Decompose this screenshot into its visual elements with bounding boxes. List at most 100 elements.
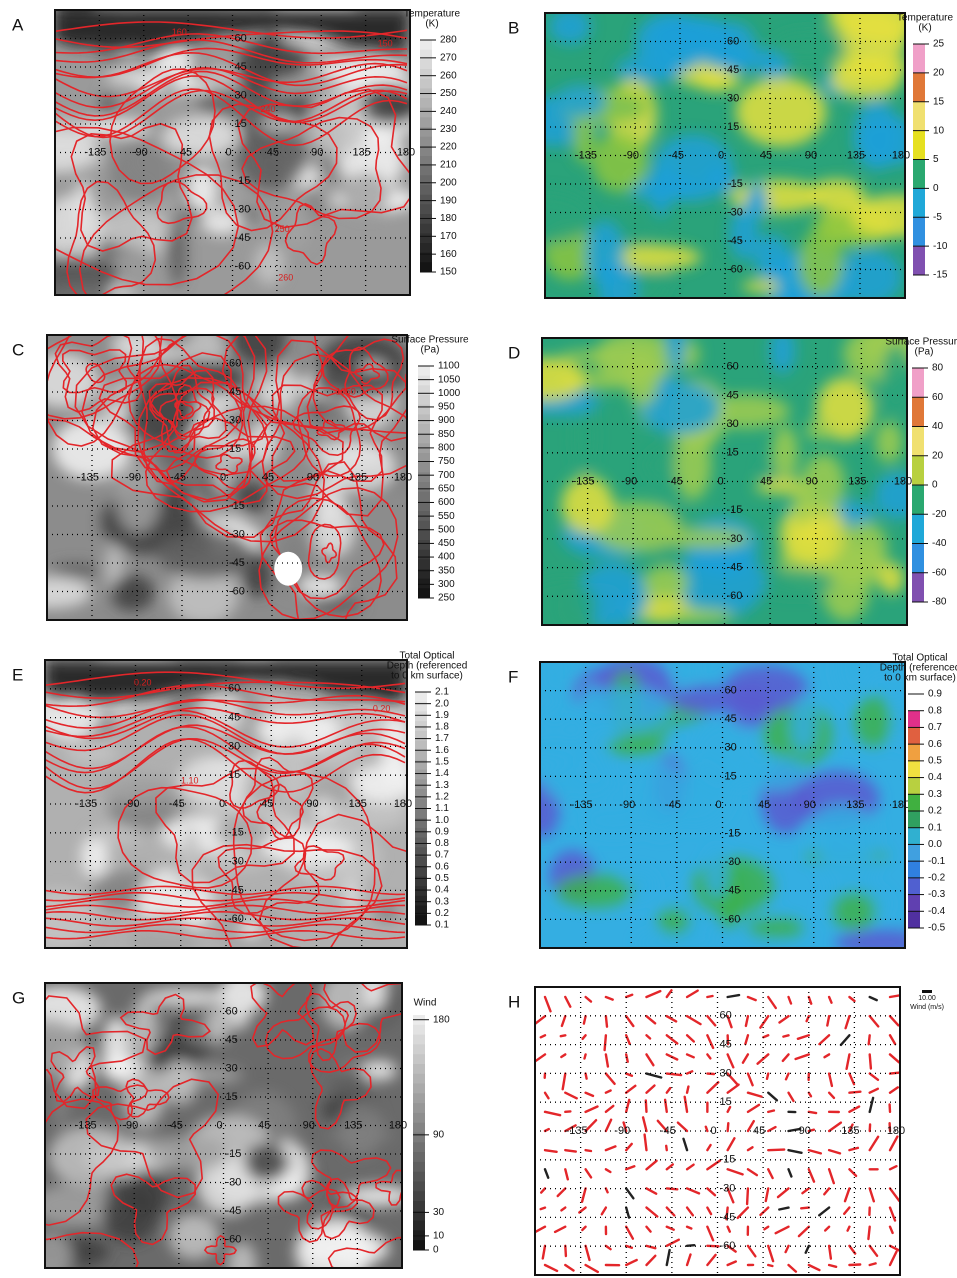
wind-vector [706, 1081, 720, 1094]
wind-vector [543, 1148, 558, 1154]
legend-swatch [420, 165, 432, 176]
field-blob [701, 394, 790, 429]
wind-vector [868, 995, 878, 1002]
legend-tick-label: -0.1 [928, 856, 946, 867]
latitude-label: 60 [226, 1005, 238, 1017]
wind-vector [888, 1206, 897, 1222]
legend-swatch [413, 1034, 425, 1045]
contour-line [98, 352, 268, 473]
map-field [47, 335, 407, 620]
map-field [55, 10, 410, 295]
legend-swatch [418, 433, 430, 444]
legend-tick-label: 1.3 [435, 780, 449, 791]
wind-vector [685, 1014, 702, 1026]
wind-vector [645, 989, 662, 999]
latitude-label: 30 [727, 418, 739, 430]
wind-vector [560, 1206, 567, 1212]
wind-vector [746, 1103, 761, 1114]
legend-swatch [913, 101, 925, 131]
wind-vector [564, 995, 572, 1008]
legend-tick-label: 30 [433, 1207, 445, 1218]
wind-vector [564, 1263, 575, 1272]
contour-line [45, 725, 406, 774]
wind-vector [581, 1225, 587, 1232]
contour-line [308, 1022, 381, 1074]
latitude-label: 60 [235, 32, 247, 44]
wind-vector [564, 1091, 578, 1100]
wind-vector [726, 1168, 744, 1176]
field-blobs [540, 662, 905, 948]
latitude-label: -45 [727, 562, 743, 574]
field-blob [320, 983, 371, 1030]
field-blob [100, 892, 137, 909]
wind-vector [584, 1263, 599, 1274]
legend-tick-label: 60 [932, 392, 944, 403]
legend-title: (Pa) [421, 345, 440, 356]
longitude-label: 0 [220, 471, 226, 483]
wind-vector [604, 1089, 612, 1094]
legend-tick-label: 0.1 [435, 920, 449, 931]
field-blob [254, 243, 285, 285]
map-frame [44, 659, 408, 949]
legend-tick-label: 600 [438, 497, 455, 508]
wind-vector [564, 1168, 569, 1181]
field-blob [540, 662, 573, 688]
wind-vector [868, 1262, 877, 1267]
map-panel: -135 -90 -45 0 45 90 135 180 60 45 30 15 -15 -30 -45 -6… [12, 9, 461, 296]
field-blob [663, 528, 750, 549]
legend-swatch [913, 72, 925, 102]
field-blob [243, 554, 273, 598]
wind-vector [759, 1206, 770, 1217]
wind-vector [868, 1087, 879, 1094]
panel-label: C [12, 340, 24, 359]
wind-vector [726, 993, 741, 999]
field-blob [554, 84, 607, 118]
legend: Surface Pressure(Pa) 1100 1050 1000 950 900 85… [391, 335, 469, 604]
field-blob [55, 255, 111, 295]
legend-swatch [415, 730, 427, 742]
legend-tick-label: 650 [438, 483, 455, 494]
wind-vector [782, 1034, 790, 1038]
field-blob [704, 167, 737, 194]
contour-line [306, 335, 407, 442]
wind-vector [564, 1148, 577, 1153]
legend-swatch [418, 491, 430, 502]
legend: Surface Pressure(Pa) 80 60 40 20 0 -20 -40 -60 -8… [885, 337, 957, 608]
wind-vector [823, 1053, 831, 1059]
legend-swatch [415, 759, 427, 771]
legend-tick-label: -40 [932, 538, 947, 549]
field-blob [771, 425, 799, 480]
longitude-label: -90 [132, 146, 148, 158]
wind-vector [848, 995, 856, 1003]
latitude-label: -30 [229, 528, 245, 540]
field-blob [545, 191, 593, 244]
longitude-label: 90 [806, 475, 818, 487]
legend-swatch [418, 559, 430, 570]
longitude-label: 180 [892, 799, 910, 811]
wind-vector [843, 1206, 851, 1216]
contour-line [110, 1173, 197, 1246]
legend-swatch [415, 779, 427, 790]
legend-swatch [415, 837, 427, 848]
legend-swatch [418, 540, 430, 551]
wind-vector [767, 1148, 786, 1152]
wind-vector [888, 1187, 900, 1203]
wind-vector [561, 1072, 567, 1091]
legend-tick-label: 15 [933, 96, 945, 107]
contour-label: 260 [278, 272, 293, 282]
legend-swatch [418, 375, 430, 386]
field-blob [81, 835, 109, 878]
field-blob [669, 608, 734, 624]
wind-vector [848, 1123, 854, 1133]
latitude-label: 30 [229, 414, 241, 426]
wind-vector [726, 1244, 737, 1253]
map-frame [539, 661, 906, 949]
latitude-label: 45 [720, 1039, 732, 1051]
field-blob [746, 917, 804, 939]
wind-vector [676, 1121, 689, 1133]
wind-vector [665, 1014, 678, 1023]
wind-vector [807, 1168, 816, 1183]
field-blob [162, 1060, 198, 1105]
contour-line [45, 684, 406, 708]
